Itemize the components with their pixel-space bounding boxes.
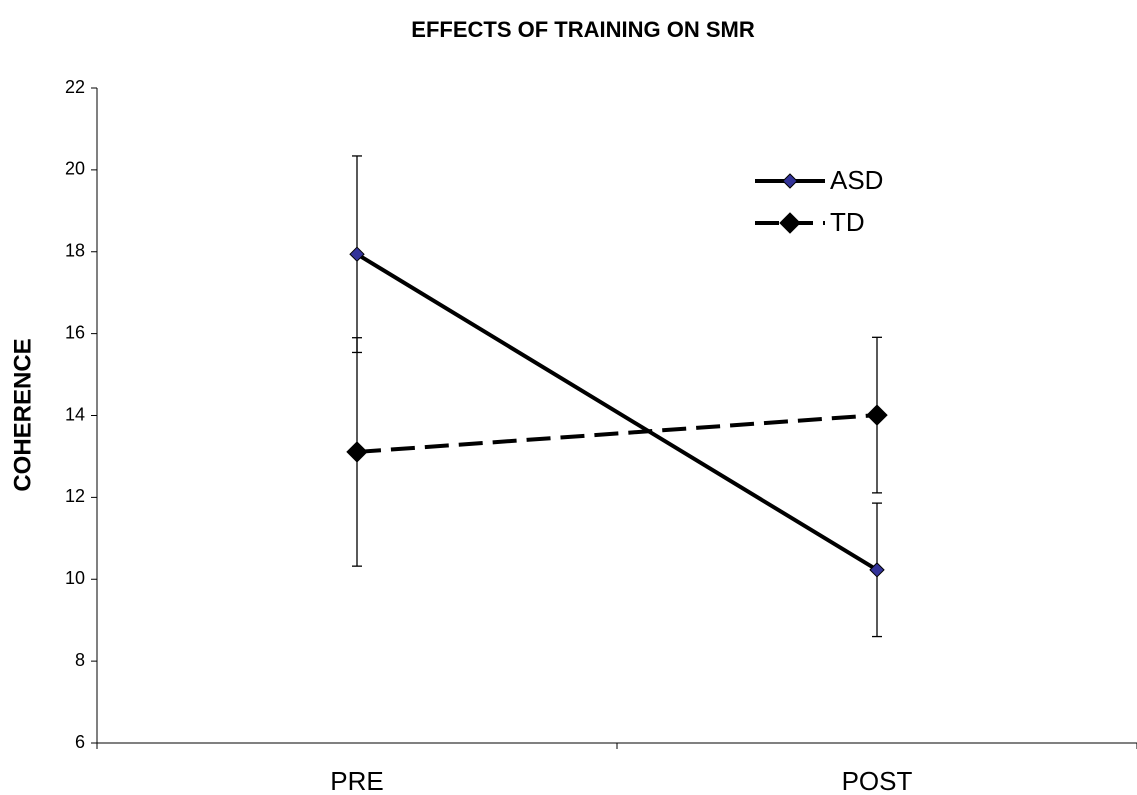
y-tick-label: 8 xyxy=(75,650,85,670)
y-tick-label: 6 xyxy=(75,732,85,752)
series-line xyxy=(355,252,879,572)
marker xyxy=(346,441,368,463)
marker xyxy=(349,246,365,262)
x-tick-label: PRE xyxy=(330,766,383,795)
marker xyxy=(866,404,888,426)
y-tick-label: 10 xyxy=(65,568,85,588)
y-tick-label: 22 xyxy=(65,77,85,97)
y-axis-label: COHERENCE xyxy=(9,338,36,491)
x-tick-label: POST xyxy=(842,766,913,795)
legend-label: ASD xyxy=(830,165,883,195)
y-tick-label: 18 xyxy=(65,241,85,261)
legend-marker xyxy=(779,212,801,234)
chart-title: EFFECTS OF TRAINING ON SMR xyxy=(411,17,755,42)
y-tick-label: 12 xyxy=(65,486,85,506)
y-tick-label: 14 xyxy=(65,404,85,424)
series-line xyxy=(356,413,878,454)
y-tick-label: 16 xyxy=(65,322,85,342)
legend-marker xyxy=(782,173,798,189)
legend-label: TD xyxy=(830,207,865,237)
y-tick-label: 20 xyxy=(65,159,85,179)
marker xyxy=(869,562,885,578)
